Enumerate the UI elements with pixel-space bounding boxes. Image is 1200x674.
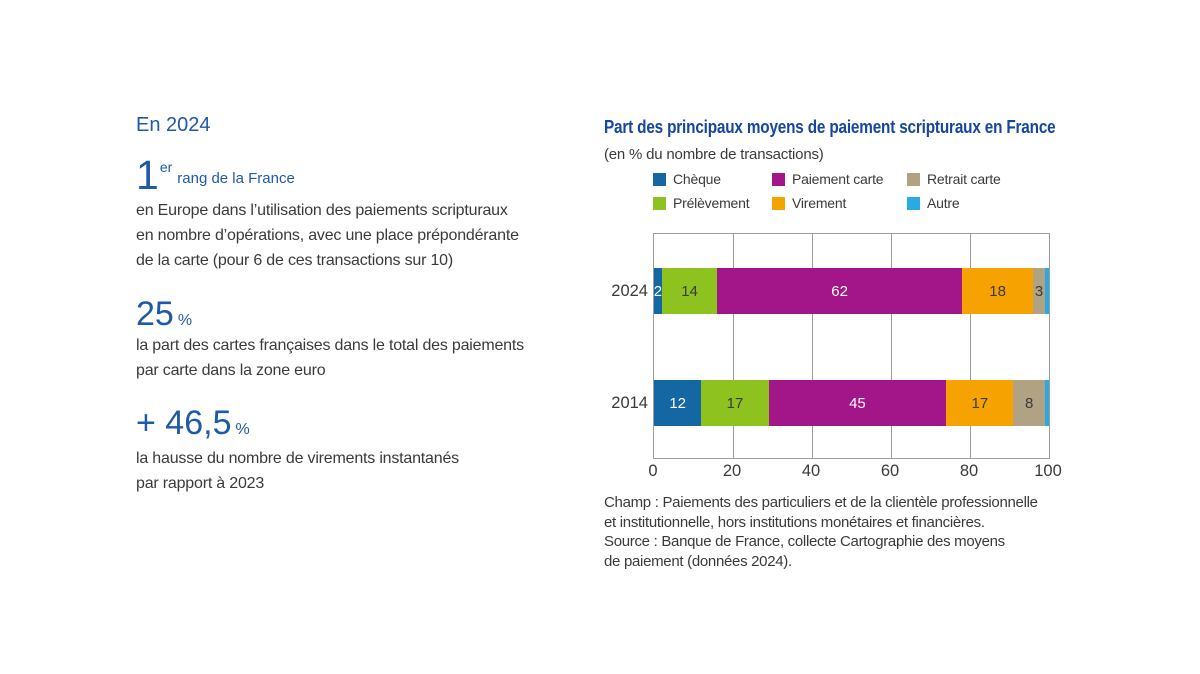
bar-segment-retrait-carte: 8 xyxy=(1013,380,1046,426)
gridline xyxy=(733,234,734,458)
panel-heading: En 2024 xyxy=(136,114,211,136)
plot-area: 2 14 62 18 3 2024 12 17 45 17 8 2014 xyxy=(611,233,1050,459)
bar-segment-prélèvement: 14 xyxy=(661,268,718,314)
stat-description: en Europe dans l’utilisation des paiemen… xyxy=(136,198,606,273)
legend-label: Virement xyxy=(792,195,847,211)
text-line: la hausse du nombre de virements instant… xyxy=(136,450,459,467)
bar-segment-value: 2 xyxy=(653,282,663,300)
bar-segment-chèque: 12 xyxy=(654,380,702,426)
bar-segment-chèque: 2 xyxy=(654,268,662,314)
bar-segment-value: 17 xyxy=(726,394,744,412)
bar-segment-paiement-carte: 45 xyxy=(768,380,947,426)
stat-number: 25 xyxy=(136,295,174,333)
stat-number: + 46,5 xyxy=(136,404,232,442)
x-tick-label: 40 xyxy=(801,462,821,480)
bar-segment-value: 45 xyxy=(849,394,866,412)
x-tick-label: 80 xyxy=(959,462,979,480)
text-line: par rapport à 2023 xyxy=(136,475,265,492)
category-label-2014: 2014 xyxy=(611,394,648,412)
stat-number: 1 xyxy=(136,152,159,198)
legend-label: Retrait carte xyxy=(927,171,1001,187)
legend-swatch xyxy=(907,196,920,210)
chart-footnote: Champ : Paiements des particuliers et de… xyxy=(604,493,1104,571)
chart-legend: Chèque Paiement carte Retrait carte Prélève… xyxy=(653,171,1001,211)
legend-swatch xyxy=(772,172,785,186)
text-line: par carte dans la zone euro xyxy=(136,362,326,379)
legend-item: Prélèvement xyxy=(653,195,772,211)
stat-value: 1errang de la France xyxy=(136,155,606,196)
stats-panel: En 2024 1errang de la France en Europe d… xyxy=(136,0,606,674)
legend-swatch xyxy=(907,172,920,186)
x-tick-label: 0 xyxy=(648,462,658,480)
legend-label: Chèque xyxy=(673,171,721,187)
text-line: de paiement (données 2024). xyxy=(604,552,792,570)
bar-2014: 12 17 45 17 8 xyxy=(654,380,1049,426)
text-line: et institutionnelle, hors institutions m… xyxy=(604,513,985,531)
stat-value: + 46,5% xyxy=(136,406,606,440)
gridline xyxy=(812,234,813,458)
stat-description: la hausse du nombre de virements instant… xyxy=(136,446,606,496)
stat-ordinal-suffix: er xyxy=(159,159,173,175)
percent-sign: % xyxy=(235,421,250,438)
legend-swatch xyxy=(653,196,666,210)
bar-segment-value: 8 xyxy=(1025,394,1034,412)
stat-caption: rang de la France xyxy=(177,170,295,187)
stat-description: la part des cartes françaises dans le to… xyxy=(136,333,606,383)
chart-title: Part des principaux moyens de paiement s… xyxy=(604,117,1056,137)
bar-segment-value: 12 xyxy=(669,394,687,412)
gridline xyxy=(891,234,892,458)
legend-item: Paiement carte xyxy=(772,171,907,187)
stat-rank-france: 1errang de la France en Europe dans l’ut… xyxy=(136,155,606,273)
chart-subtitle: (en % du nombre de transactions) xyxy=(604,146,824,163)
text-line: en Europe dans l’utilisation des paiemen… xyxy=(136,202,508,219)
bar-segment-value: 18 xyxy=(989,282,1006,300)
x-tick-label: 60 xyxy=(880,462,900,480)
legend-swatch xyxy=(772,196,785,210)
legend-label: Autre xyxy=(927,195,960,211)
text-line: Champ : Paiements des particuliers et de… xyxy=(604,494,1038,511)
text-line: Source : Banque de France, collecte Cart… xyxy=(604,533,1005,550)
bar-segment-value: 62 xyxy=(831,282,848,300)
percent-sign: % xyxy=(177,312,193,329)
gridline xyxy=(970,234,971,458)
stat-card-share: 25% la part des cartes françaises dans l… xyxy=(136,297,606,383)
category-label-2024: 2024 xyxy=(611,282,648,300)
bar-segment-value: 14 xyxy=(681,282,698,300)
bar-segment-autre xyxy=(1045,268,1049,314)
bar-segment-retrait-carte: 3 xyxy=(1033,268,1046,314)
legend-item: Chèque xyxy=(653,171,772,187)
legend-swatch xyxy=(653,172,666,186)
x-axis-labels: 0 20 40 60 80 100 xyxy=(648,462,1061,482)
bar-segment-prélèvement: 17 xyxy=(701,380,769,426)
text-line: en nombre d’opérations, avec une place p… xyxy=(136,227,519,244)
bar-segment-value: 17 xyxy=(971,394,989,412)
legend-item: Virement xyxy=(772,195,907,211)
bar-segment-virement: 17 xyxy=(946,380,1014,426)
text-line: la part des cartes françaises dans le to… xyxy=(136,337,524,354)
legend-label: Paiement carte xyxy=(792,171,884,187)
x-tick-label: 20 xyxy=(722,462,742,480)
bar-2024: 2 14 62 18 3 xyxy=(654,268,1049,314)
stat-instant-transfers: + 46,5% la hausse du nombre de virements… xyxy=(136,406,606,496)
x-tick-label: 100 xyxy=(1034,462,1062,480)
stat-value: 25% xyxy=(136,297,606,331)
legend-label: Prélèvement xyxy=(673,195,750,211)
bar-segment-paiement-carte: 62 xyxy=(717,268,963,314)
bar-segment-autre xyxy=(1045,380,1049,426)
legend-item: Retrait carte xyxy=(907,171,1001,187)
bar-segment-virement: 18 xyxy=(962,268,1034,314)
legend-item: Autre xyxy=(907,195,1001,211)
bar-segment-value: 3 xyxy=(1034,282,1044,300)
text-line: de la carte (pour 6 de ces transactions … xyxy=(136,252,453,269)
